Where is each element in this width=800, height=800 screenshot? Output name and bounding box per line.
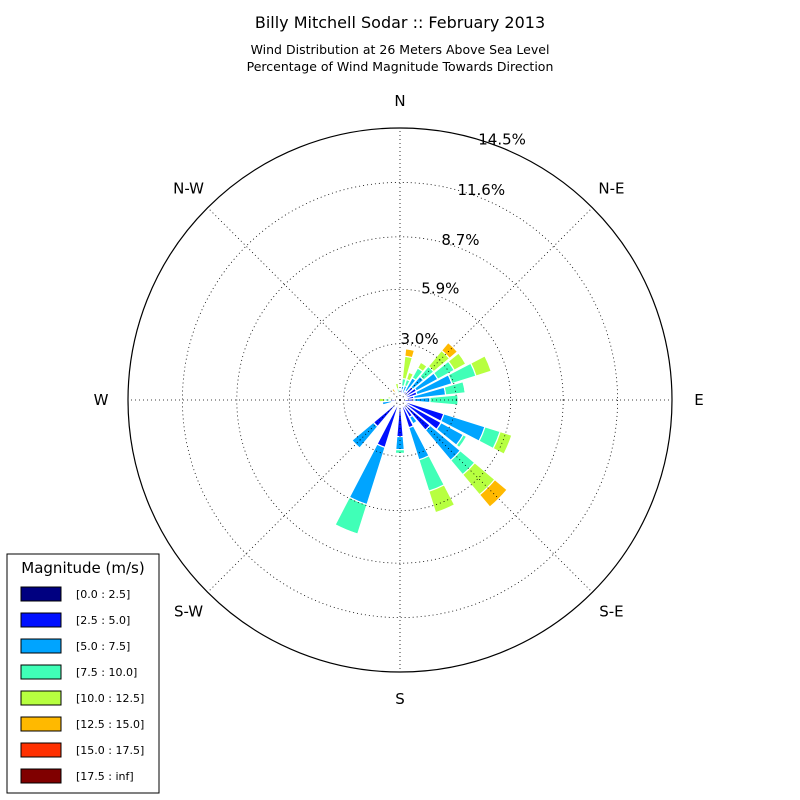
direction-label-w: W bbox=[94, 391, 109, 409]
sector-10-bin-4 bbox=[492, 430, 513, 455]
legend-swatch-1 bbox=[20, 612, 62, 628]
direction-labels: N N-E E S-E S S-W W N-W bbox=[94, 92, 704, 708]
legend-label-0: [0.0 : 2.5] bbox=[76, 588, 130, 601]
legend-label-1: [2.5 : 5.0] bbox=[76, 614, 130, 627]
legend-label-5: [12.5 : 15.0] bbox=[76, 718, 144, 731]
direction-label-e: E bbox=[694, 391, 703, 409]
legend-swatch-7 bbox=[20, 768, 62, 784]
chart-subtitle-line-2: Percentage of Wind Magnitude Towards Dir… bbox=[247, 59, 554, 74]
sector-18-bin-2 bbox=[348, 443, 386, 506]
legend-label-3: [7.5 : 10.0] bbox=[76, 666, 137, 679]
sector-29-bin-5 bbox=[390, 387, 397, 394]
grid-ring-2 bbox=[236, 236, 564, 564]
grid-ring-3 bbox=[181, 181, 619, 619]
sector-4-bin-5 bbox=[440, 341, 459, 360]
direction-label-s-w: S-W bbox=[174, 602, 203, 620]
sector-14-bin-4 bbox=[428, 484, 456, 514]
ring-label-3: 11.6% bbox=[457, 181, 505, 199]
legend-swatch-6 bbox=[20, 742, 62, 758]
legend-swatch-5 bbox=[20, 716, 62, 732]
ring-label-0: 3.0% bbox=[400, 330, 438, 348]
grid-spoke-7 bbox=[207, 207, 401, 401]
legend-title: Magnitude (m/s) bbox=[21, 559, 144, 577]
grid-spoke-1 bbox=[399, 207, 593, 401]
sector-8-bin-4 bbox=[457, 394, 460, 406]
ring-label-1: 5.9% bbox=[421, 280, 459, 298]
polar-grid bbox=[127, 127, 673, 673]
sector-2-bin-4 bbox=[405, 371, 415, 382]
grid-spoke-5 bbox=[207, 399, 401, 593]
ring-label-2: 8.7% bbox=[441, 231, 479, 249]
sector-24-bin-4 bbox=[378, 397, 386, 403]
sector-3-bin-4 bbox=[416, 361, 428, 373]
sector-5-bin-4 bbox=[447, 352, 467, 372]
sector-6-bin-4 bbox=[469, 355, 492, 377]
legend: Magnitude (m/s) [0.0 : 2.5] [2.5 : 5.0] [5… bbox=[6, 553, 160, 794]
direction-label-s-e: S-E bbox=[599, 602, 623, 620]
legend-label-4: [10.0 : 12.5] bbox=[76, 692, 144, 705]
direction-label-n-e: N-E bbox=[598, 180, 624, 198]
sector-12-bin-5 bbox=[478, 478, 508, 508]
outer-circle bbox=[127, 127, 673, 673]
legend-label-6: [15.0 : 17.5] bbox=[76, 744, 144, 757]
direction-label-n: N bbox=[394, 92, 405, 110]
sector-14-bin-3 bbox=[418, 454, 445, 492]
legend-label-2: [5.0 : 7.5] bbox=[76, 640, 130, 653]
direction-label-n-w: N-W bbox=[173, 180, 204, 198]
sector-7-bin-4 bbox=[462, 380, 467, 394]
direction-label-s: S bbox=[395, 690, 405, 708]
ring-labels: 3.0% 5.9% 8.7% 11.6% 14.5% bbox=[400, 131, 525, 348]
sector-31-bin-4 bbox=[394, 382, 400, 390]
grid-spoke-3 bbox=[399, 399, 593, 593]
sector-20-bin-3 bbox=[350, 439, 361, 450]
chart-title: Billy Mitchell Sodar :: February 2013 bbox=[255, 13, 545, 32]
sector-16-bin-2 bbox=[395, 435, 405, 451]
sector-11-bin-3 bbox=[455, 433, 468, 449]
legend-swatch-4 bbox=[20, 690, 62, 706]
chart-subtitle-line-1: Wind Distribution at 26 Meters Above Sea… bbox=[251, 42, 550, 57]
sector-18-bin-4 bbox=[333, 523, 359, 536]
sector-25-bin-4 bbox=[387, 395, 392, 400]
legend-swatch-3 bbox=[20, 664, 62, 680]
legend-label-7: [17.5 : inf] bbox=[76, 770, 134, 783]
sector-16-bin-3 bbox=[394, 448, 406, 455]
grid-ring-1 bbox=[288, 288, 512, 512]
legend-swatch-0 bbox=[20, 586, 62, 602]
legend-swatch-2 bbox=[20, 638, 62, 654]
wind-sectors bbox=[333, 341, 513, 536]
ring-label-4: 14.5% bbox=[478, 131, 526, 149]
sector-1-bin-5 bbox=[404, 348, 416, 359]
